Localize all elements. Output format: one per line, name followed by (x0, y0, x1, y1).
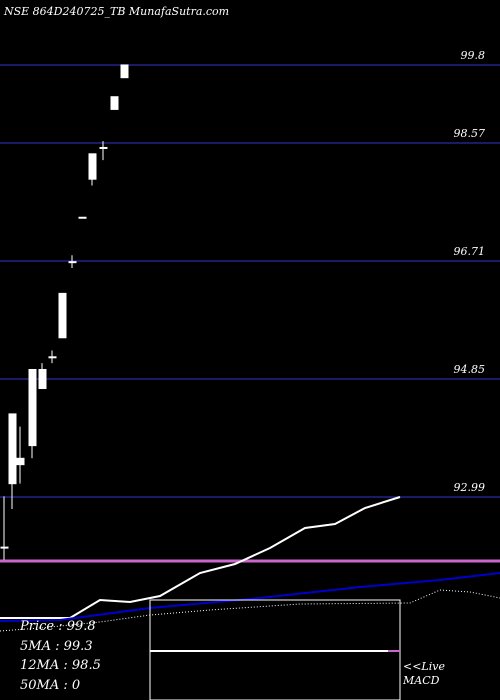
candle-body (120, 64, 129, 79)
info-block: Price : 99.8 5MA : 99.3 12MA : 98.5 50MA… (19, 619, 101, 693)
ma-line-dotted (0, 589, 500, 632)
info-12ma-value: 98.5 (72, 658, 101, 673)
info-5ma: 5MA : 99.3 (20, 639, 93, 654)
candle-layer (0, 64, 129, 560)
candle-body (68, 261, 77, 264)
candle-body (99, 146, 108, 149)
info-price-label: Price (19, 619, 54, 634)
info-5ma-value: 99.3 (64, 639, 93, 654)
macd-label-macd: MACD (402, 674, 440, 687)
info-12ma-label: 12MA (20, 658, 59, 673)
macd-label-live: <<Live (403, 660, 445, 673)
y-tick-label: 96.71 (454, 245, 486, 258)
y-tick-label: 92.99 (454, 481, 486, 494)
ma-line-white (0, 496, 401, 619)
chart-title: NSE 864D240725_TB MunafaSutra.com (3, 5, 229, 18)
candle-body (78, 216, 87, 219)
grid-layer: 99.8 98.57 96.71 94.85 92.99 (0, 49, 500, 563)
y-tick-label: 94.85 (454, 363, 486, 376)
y-tick-label: 98.57 (454, 127, 486, 140)
ma-layer (0, 496, 500, 632)
info-price-value: 99.8 (67, 619, 96, 634)
candle-body (16, 457, 25, 466)
candle-body (48, 356, 57, 359)
info-50ma-label: 50MA (20, 678, 59, 693)
info-price: Price : 99.8 (19, 619, 96, 634)
candle-body (28, 368, 37, 447)
candle-body (8, 413, 17, 485)
candle-body (88, 153, 97, 180)
info-5ma-label: 5MA (20, 639, 51, 654)
candle-body (110, 96, 119, 110)
candle-body (38, 368, 47, 390)
info-50ma: 50MA : 0 (20, 678, 80, 693)
macd-panel: <<Live MACD (149, 599, 445, 700)
candle-body (58, 292, 67, 339)
ma-line-blue (0, 572, 500, 622)
info-50ma-value: 0 (72, 678, 80, 693)
candle-body (0, 546, 9, 549)
info-12ma: 12MA : 98.5 (20, 658, 101, 673)
y-tick-label: 99.8 (461, 49, 486, 62)
